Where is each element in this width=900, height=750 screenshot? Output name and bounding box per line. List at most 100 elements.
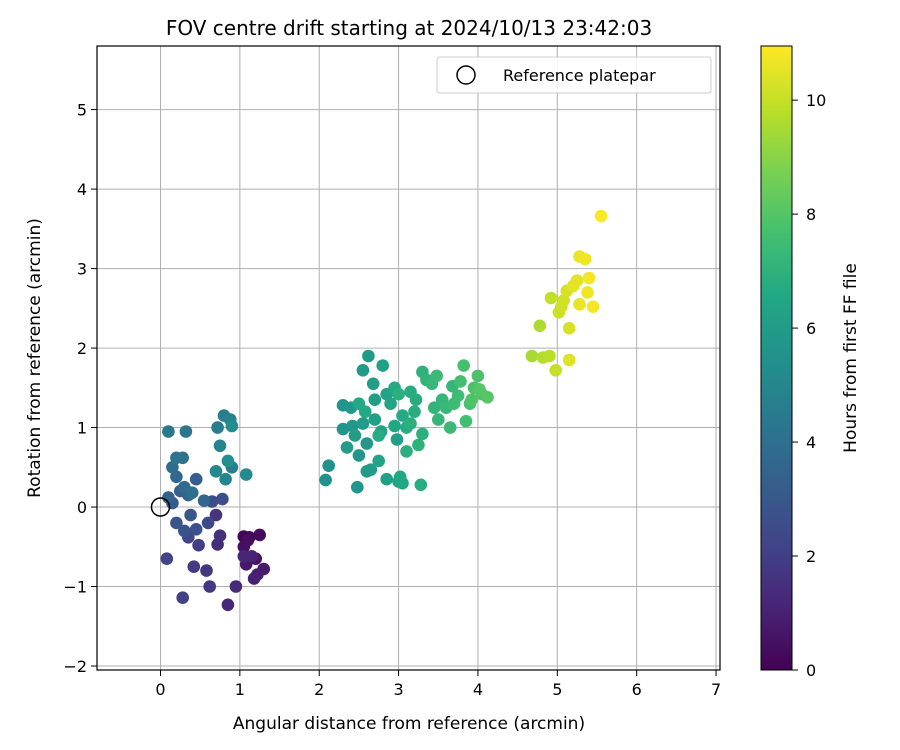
x-axis-label: Angular distance from reference (arcmin) xyxy=(233,714,585,734)
data-point xyxy=(392,387,405,401)
x-tick-label: 2 xyxy=(314,680,324,699)
data-point xyxy=(432,413,445,426)
y-tick-label: 3 xyxy=(77,260,87,279)
colorbar-tick-label: 4 xyxy=(806,433,816,452)
data-point xyxy=(457,359,471,372)
y-tick-label: 0 xyxy=(77,498,87,517)
colorbar-label: Hours from first FF file xyxy=(841,263,861,453)
colorbar: 0 2 4 6 8 10 Hours from first FF file xyxy=(760,45,861,680)
scatter-points xyxy=(160,209,608,612)
data-point xyxy=(366,377,380,391)
data-point xyxy=(414,478,428,492)
data-point xyxy=(465,393,478,407)
data-point xyxy=(582,271,596,285)
data-point xyxy=(352,449,366,462)
data-point xyxy=(319,473,332,487)
data-point xyxy=(372,429,386,442)
data-point xyxy=(543,349,556,363)
data-point xyxy=(481,391,494,404)
x-tick-label: 7 xyxy=(711,680,721,699)
data-point xyxy=(211,421,224,434)
y-tick-label: 4 xyxy=(77,180,87,199)
data-point xyxy=(200,564,213,577)
x-tick-label: 5 xyxy=(552,680,562,699)
data-point xyxy=(189,523,203,536)
data-point xyxy=(213,439,227,453)
data-point xyxy=(570,274,584,287)
data-point xyxy=(346,419,359,433)
data-point xyxy=(229,580,243,593)
data-point xyxy=(237,540,251,554)
data-point xyxy=(473,383,486,396)
data-point xyxy=(525,349,539,363)
y-tick-label: 2 xyxy=(77,339,87,358)
data-point xyxy=(586,300,600,314)
y-tick-label: 5 xyxy=(77,101,87,120)
data-point xyxy=(351,480,364,494)
data-point xyxy=(562,321,576,335)
data-point xyxy=(336,422,350,436)
y-tick-label: 1 xyxy=(77,419,87,438)
data-point xyxy=(471,369,485,383)
x-axis-ticks: 0 1 2 3 4 5 6 7 xyxy=(155,670,721,699)
y-axis-ticks: −2 −1 0 1 2 3 4 5 xyxy=(63,101,97,676)
data-point xyxy=(179,425,193,438)
data-point xyxy=(388,419,401,433)
x-tick-label: 3 xyxy=(393,680,403,699)
data-point xyxy=(594,209,608,223)
data-point xyxy=(197,494,211,508)
data-point xyxy=(416,427,429,441)
data-point xyxy=(459,414,473,428)
data-point xyxy=(219,472,232,486)
data-point xyxy=(549,364,562,377)
data-point xyxy=(209,465,223,478)
data-point xyxy=(348,429,362,442)
data-point xyxy=(162,491,175,504)
data-point xyxy=(428,401,441,415)
legend-box xyxy=(436,56,712,94)
y-tick-label: −2 xyxy=(63,657,87,676)
data-point xyxy=(213,529,227,542)
data-point xyxy=(368,393,382,407)
data-point xyxy=(396,409,409,422)
colorbar-gradient xyxy=(760,45,793,671)
data-point xyxy=(533,319,547,333)
data-point xyxy=(176,591,189,604)
plot-frame xyxy=(96,45,721,671)
x-tick-label: 4 xyxy=(473,680,483,699)
data-point xyxy=(253,528,266,542)
data-point xyxy=(451,389,465,403)
data-point xyxy=(360,437,374,450)
data-point xyxy=(390,433,404,446)
data-point xyxy=(404,417,417,430)
colorbar-tick-label: 0 xyxy=(806,661,816,680)
data-point xyxy=(239,468,253,481)
data-point xyxy=(396,476,409,490)
colorbar-tick-label: 2 xyxy=(806,547,816,566)
data-point xyxy=(201,516,215,530)
x-tick-label: 1 xyxy=(235,680,245,699)
data-point xyxy=(443,421,457,434)
data-point xyxy=(362,349,375,363)
grid xyxy=(97,46,720,670)
data-point xyxy=(356,417,370,430)
data-point xyxy=(557,294,570,307)
data-point xyxy=(372,454,386,468)
data-point xyxy=(412,438,425,452)
data-point xyxy=(192,538,205,552)
data-point xyxy=(237,550,251,563)
colorbar-tick-label: 6 xyxy=(806,319,816,338)
data-point xyxy=(166,461,179,474)
data-point xyxy=(573,298,586,311)
colorbar-tick-label: 8 xyxy=(806,205,816,224)
data-point xyxy=(187,560,201,573)
data-point xyxy=(225,419,239,433)
data-point xyxy=(176,451,189,465)
data-point xyxy=(430,369,444,383)
data-point xyxy=(247,572,261,585)
colorbar-ticks: 0 2 4 6 8 10 xyxy=(792,91,826,680)
data-point xyxy=(364,463,378,477)
data-point xyxy=(203,580,216,593)
data-point xyxy=(380,472,394,486)
data-point xyxy=(352,397,366,411)
